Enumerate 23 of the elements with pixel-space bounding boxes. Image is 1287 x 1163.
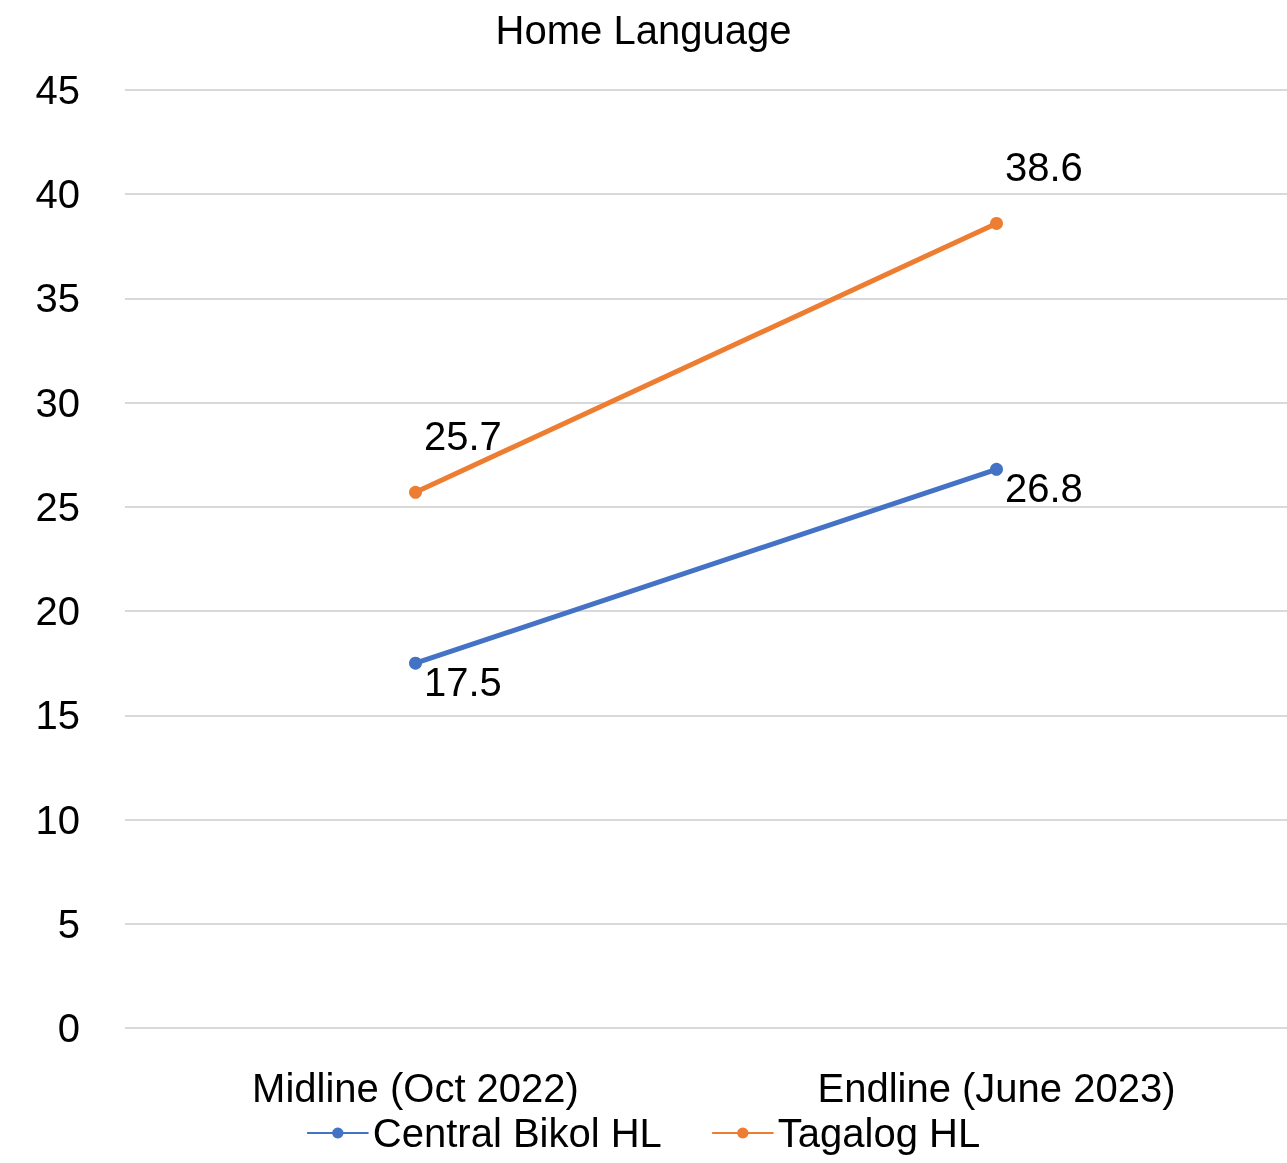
y-tick-label: 10 <box>35 797 80 842</box>
data-label: 38.6 <box>1005 144 1083 189</box>
chart-title: Home Language <box>495 8 792 52</box>
legend-label: Central Bikol HL <box>372 1111 662 1155</box>
y-tick-label: 20 <box>35 589 80 634</box>
point <box>409 485 422 499</box>
data-label: 26.8 <box>1005 465 1083 510</box>
point <box>990 462 1003 476</box>
y-tick-label: 40 <box>35 172 80 217</box>
y-tick-label: 45 <box>35 68 80 112</box>
point <box>409 656 422 670</box>
y-tick-label: 5 <box>57 901 80 946</box>
point <box>990 216 1003 230</box>
y-tick-label: 0 <box>57 1006 80 1050</box>
data-label: 25.7 <box>424 413 502 458</box>
y-tick-label: 15 <box>35 693 80 738</box>
y-tick-label: 25 <box>35 484 80 529</box>
x-tick-label: Endline (June 2023) <box>817 1066 1176 1110</box>
data-label: 17.5 <box>424 659 502 704</box>
legend-label: Tagalog HL <box>777 1111 981 1155</box>
y-tick-label: 30 <box>35 380 80 425</box>
x-tick-label: Midline (Oct 2022) <box>252 1066 579 1110</box>
y-tick-label: 35 <box>35 276 80 321</box>
